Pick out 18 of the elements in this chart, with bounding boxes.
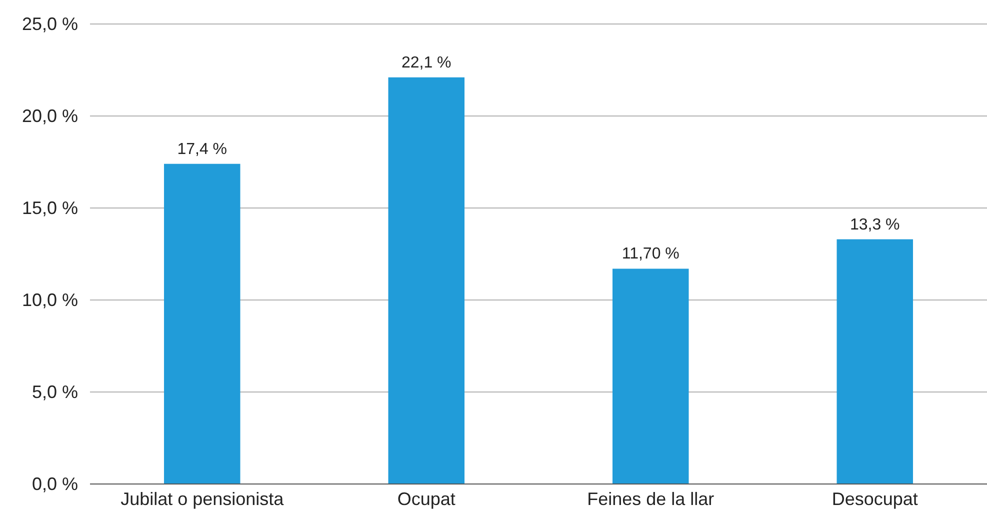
y-tick-label: 10,0 % bbox=[22, 290, 78, 310]
y-tick-label: 15,0 % bbox=[22, 198, 78, 218]
bar bbox=[388, 77, 464, 484]
data-label: 17,4 % bbox=[177, 140, 228, 158]
data-label: 11,70 % bbox=[622, 246, 680, 263]
bar bbox=[836, 239, 913, 484]
data-label: 22,1 % bbox=[401, 54, 452, 72]
bar bbox=[612, 268, 689, 484]
y-tick-label: 5,0 % bbox=[32, 382, 78, 402]
x-tick-label: Jubilat o pensionista bbox=[120, 488, 285, 509]
data-label: 13,3 % bbox=[850, 216, 900, 234]
x-tick-label: Ocupat bbox=[397, 488, 456, 509]
x-tick-label: Feines de la llar bbox=[587, 488, 714, 509]
y-tick-label: 25,0 % bbox=[22, 14, 78, 34]
y-tick-label: 20,0 % bbox=[22, 106, 78, 126]
bar bbox=[164, 164, 240, 484]
y-tick-label: 0,0 % bbox=[32, 474, 78, 494]
x-tick-label: Desocupat bbox=[832, 488, 918, 509]
